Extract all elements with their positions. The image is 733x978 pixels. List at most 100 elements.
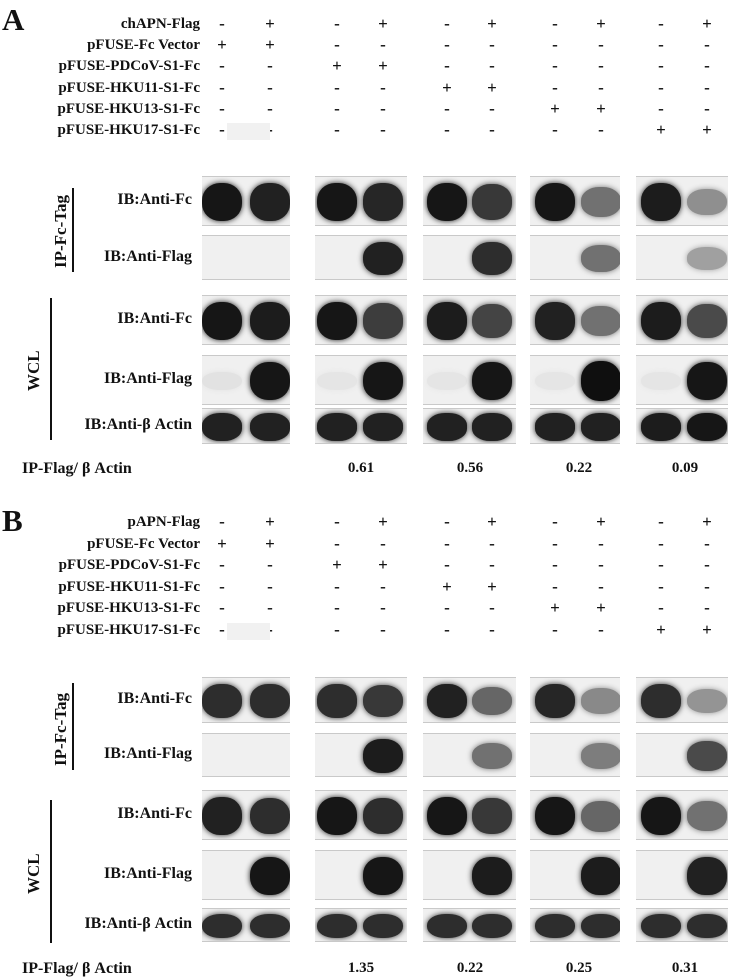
blot-strip bbox=[202, 850, 290, 900]
ip-group-label: IP-Fc-Tag bbox=[51, 692, 70, 766]
minus-sign: - bbox=[334, 14, 340, 33]
protein-band bbox=[641, 684, 681, 718]
protein-band bbox=[317, 913, 357, 939]
minus-sign: - bbox=[704, 56, 710, 76]
minus-sign: - bbox=[658, 77, 664, 97]
protein-band bbox=[202, 182, 242, 222]
minus-sign: - bbox=[267, 56, 273, 76]
protein-band bbox=[472, 742, 512, 770]
blot-label: IB:Anti-Flag bbox=[104, 745, 192, 762]
ratio-value: 0.25 bbox=[565, 960, 593, 976]
protein-band bbox=[581, 187, 620, 217]
condition-label: pFUSE-HKU11-S1-Fc bbox=[58, 578, 200, 595]
minus-sign: - bbox=[334, 619, 340, 639]
protein-band bbox=[427, 913, 467, 939]
minus-sign: - bbox=[267, 576, 273, 596]
minus-sign: - bbox=[552, 14, 558, 33]
blot-strip bbox=[315, 408, 407, 444]
minus-sign: - bbox=[658, 555, 664, 574]
minus-sign: - bbox=[489, 35, 495, 55]
protein-band bbox=[317, 684, 357, 718]
minus-sign: - bbox=[552, 120, 558, 139]
blot-strip bbox=[530, 733, 620, 777]
protein-band bbox=[535, 182, 575, 222]
protein-band bbox=[535, 796, 575, 836]
condition-label: pFUSE-Fc Vector bbox=[87, 37, 200, 54]
plus-sign: + bbox=[265, 14, 275, 33]
minus-sign: - bbox=[219, 14, 225, 33]
minus-sign: - bbox=[704, 533, 710, 553]
protein-band bbox=[202, 413, 242, 441]
blot-label: IB:Anti-Flag bbox=[104, 247, 192, 265]
protein-band bbox=[363, 856, 403, 896]
minus-sign: - bbox=[552, 533, 558, 553]
protein-band bbox=[427, 683, 467, 719]
blot-strip bbox=[315, 235, 407, 280]
label-smudge bbox=[227, 123, 270, 140]
wcl-group-label: WCL bbox=[24, 852, 43, 894]
protein-band bbox=[687, 413, 727, 441]
blot-strip bbox=[530, 176, 620, 226]
protein-band bbox=[472, 686, 512, 716]
blot-strip bbox=[636, 850, 728, 900]
protein-band bbox=[535, 371, 575, 391]
blot-label: IB:Anti-Fc bbox=[117, 805, 192, 822]
blot-strip bbox=[202, 235, 290, 280]
ratio-label: IP-Flag/ β Actin bbox=[22, 460, 132, 477]
protein-band bbox=[250, 684, 290, 718]
minus-sign: - bbox=[704, 576, 710, 596]
protein-band bbox=[581, 361, 620, 401]
protein-band bbox=[641, 796, 681, 836]
blot-strip bbox=[530, 295, 620, 345]
plus-sign: + bbox=[378, 14, 388, 33]
blot-strip bbox=[315, 908, 407, 942]
minus-sign: - bbox=[598, 35, 604, 55]
blot-strip bbox=[636, 355, 728, 405]
minus-sign: - bbox=[598, 576, 604, 596]
minus-sign: - bbox=[380, 98, 386, 118]
minus-sign: - bbox=[598, 77, 604, 97]
protein-band bbox=[202, 301, 242, 341]
plus-sign: + bbox=[702, 14, 712, 33]
plus-sign: + bbox=[487, 512, 497, 531]
protein-band bbox=[472, 798, 512, 834]
minus-sign: - bbox=[704, 77, 710, 97]
plus-sign: + bbox=[656, 619, 666, 639]
panel-letter: B bbox=[2, 503, 23, 538]
protein-band bbox=[687, 741, 727, 771]
blot-strip bbox=[202, 677, 290, 723]
minus-sign: - bbox=[704, 598, 710, 617]
protein-band bbox=[535, 913, 575, 939]
minus-sign: - bbox=[598, 120, 604, 139]
plus-sign: + bbox=[487, 77, 497, 97]
protein-band bbox=[581, 743, 620, 769]
protein-band bbox=[687, 801, 727, 831]
wcl-group-label: WCL bbox=[24, 350, 43, 391]
minus-sign: - bbox=[444, 35, 450, 55]
blot-strip bbox=[636, 733, 728, 777]
protein-band bbox=[687, 188, 727, 216]
protein-band bbox=[581, 413, 620, 441]
protein-band bbox=[250, 797, 290, 835]
condition-label: pFUSE-HKU17-S1-Fc bbox=[57, 122, 201, 138]
protein-band bbox=[581, 306, 620, 336]
protein-band bbox=[535, 302, 575, 340]
blot-strip bbox=[202, 908, 290, 942]
minus-sign: - bbox=[704, 555, 710, 574]
protein-band bbox=[363, 684, 403, 718]
blot-strip bbox=[530, 355, 620, 405]
blot-strip bbox=[423, 295, 516, 345]
ratio-value: 0.22 bbox=[456, 960, 484, 976]
protein-band bbox=[250, 183, 290, 221]
blot-strip bbox=[423, 235, 516, 280]
blot-strip bbox=[202, 355, 290, 405]
minus-sign: - bbox=[444, 555, 450, 574]
condition-label: pFUSE-HKU17-S1-Fc bbox=[57, 621, 201, 638]
minus-sign: - bbox=[380, 576, 386, 596]
blot-strip bbox=[315, 176, 407, 226]
minus-sign: - bbox=[658, 512, 664, 531]
protein-band bbox=[641, 301, 681, 341]
ip-group-label: IP-Fc-Tag bbox=[51, 194, 70, 268]
plus-sign: + bbox=[596, 512, 606, 531]
protein-band bbox=[317, 371, 357, 391]
